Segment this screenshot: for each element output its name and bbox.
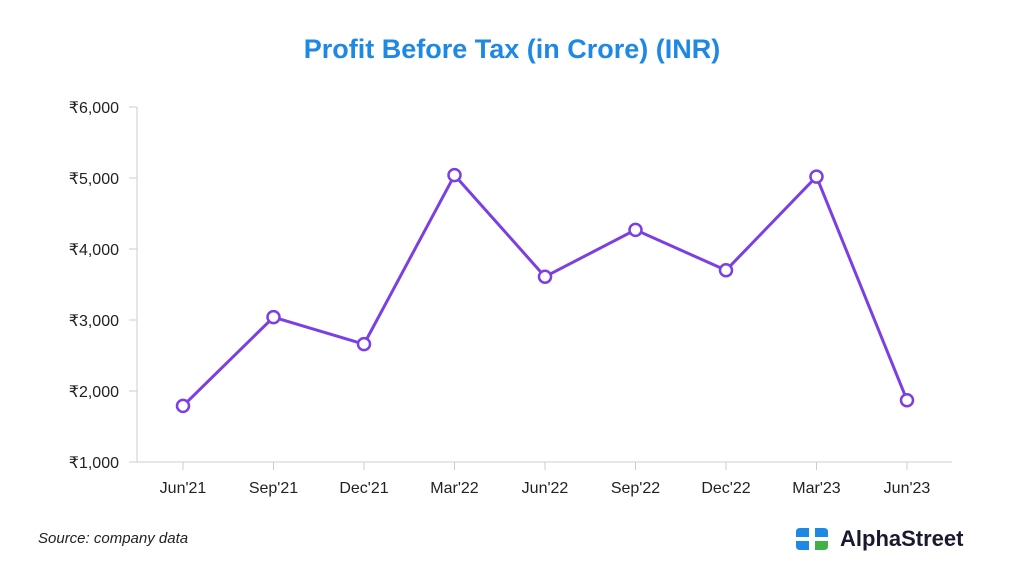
- x-tick-label: Sep'21: [249, 480, 298, 497]
- x-tick-label: Mar'23: [792, 480, 841, 497]
- series-line: [175, 167, 915, 414]
- y-tick-label: ₹5,000: [69, 171, 119, 188]
- chart-title: Profit Before Tax (in Crore) (INR): [303, 34, 721, 64]
- x-tick-label: Dec'22: [701, 480, 750, 497]
- x-tick-label: Dec'21: [339, 480, 388, 497]
- data-point: [356, 336, 372, 352]
- y-tick-label: ₹6,000: [69, 100, 119, 117]
- y-tick-label: ₹4,000: [69, 242, 119, 259]
- axes: [136, 107, 952, 463]
- y-tick-label: ₹1,000: [69, 455, 119, 472]
- x-tick-label: Sep'22: [611, 480, 660, 497]
- series-line-path: [181, 173, 909, 407]
- x-tick-label: Jun'22: [522, 480, 569, 497]
- y-tick-label: ₹2,000: [69, 384, 119, 401]
- data-point: [447, 167, 462, 183]
- x-tick-label: Mar'22: [430, 480, 479, 497]
- data-point: [537, 269, 553, 284]
- data-point: [628, 222, 643, 238]
- data-point: [175, 398, 191, 414]
- alphastreet-logo-icon: [796, 528, 828, 550]
- data-point: [718, 263, 734, 278]
- data-point: [899, 392, 915, 408]
- data-point: [809, 169, 824, 184]
- x-tick-label: Jun'23: [884, 480, 931, 497]
- brand: AlphaStreet: [794, 526, 963, 552]
- x-tick-label: Jun'21: [160, 480, 207, 497]
- y-axis-ticks: ₹1,000 ₹2,000 ₹3,000 ₹4,000 ₹5,000 ₹6,000: [69, 100, 137, 472]
- y-tick-label: ₹3,000: [69, 313, 119, 330]
- source-note: Source: company data: [38, 530, 189, 547]
- data-point: [266, 309, 281, 325]
- brand-name: AlphaStreet: [840, 526, 964, 551]
- x-axis-ticks: Jun'21 Sep'21 Dec'21 Mar'22 Jun'22 Sep'22 Dec'…: [160, 462, 931, 497]
